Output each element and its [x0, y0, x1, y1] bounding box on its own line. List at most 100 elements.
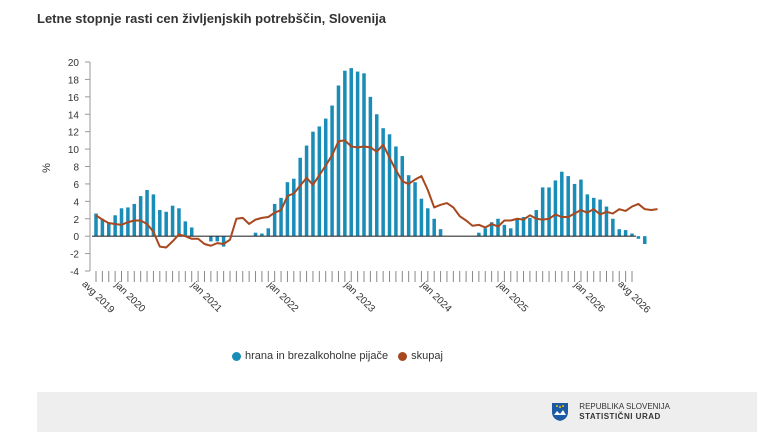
bar[interactable]: [426, 208, 430, 237]
bar[interactable]: [540, 187, 545, 237]
bar[interactable]: [355, 71, 360, 237]
bar[interactable]: [572, 183, 577, 237]
y-tick-label: 10: [68, 145, 80, 156]
legend-label-food: hrana in brezalkoholne pijače: [245, 350, 389, 362]
bar[interactable]: [260, 233, 264, 237]
bar[interactable]: [343, 70, 347, 237]
y-tick-label: 14: [68, 110, 80, 121]
bar[interactable]: [323, 118, 328, 237]
y-tick-label: 12: [68, 128, 80, 139]
bar[interactable]: [623, 230, 628, 237]
x-tick-label: jan 2021: [188, 279, 224, 315]
bar[interactable]: [598, 199, 602, 237]
bar[interactable]: [630, 233, 634, 237]
bar[interactable]: [438, 229, 443, 237]
bar[interactable]: [177, 208, 181, 237]
bar[interactable]: [298, 157, 302, 237]
bar[interactable]: [317, 126, 322, 237]
y-tick-label: 16: [68, 93, 80, 104]
y-tick-label: 4: [73, 197, 79, 208]
x-tick-label: jan 2020: [112, 279, 148, 315]
bar[interactable]: [304, 145, 309, 237]
bar[interactable]: [119, 208, 124, 237]
x-tick-label: jan 2024: [418, 279, 454, 315]
bar[interactable]: [368, 96, 373, 237]
bar[interactable]: [419, 198, 424, 237]
bar[interactable]: [534, 210, 539, 237]
bar[interactable]: [170, 205, 175, 237]
bar[interactable]: [285, 182, 290, 237]
bar-series: [94, 68, 647, 247]
legend-item-total[interactable]: skupaj: [398, 350, 443, 362]
bar[interactable]: [362, 73, 366, 237]
bar[interactable]: [591, 197, 596, 237]
line-series: [95, 139, 658, 249]
bar[interactable]: [585, 194, 590, 237]
bar[interactable]: [145, 190, 149, 237]
bar[interactable]: [330, 105, 334, 237]
bar[interactable]: [113, 215, 117, 237]
bar[interactable]: [253, 232, 258, 237]
bar[interactable]: [547, 187, 551, 237]
bar[interactable]: [349, 68, 353, 237]
bar[interactable]: [336, 85, 341, 237]
bar[interactable]: [215, 236, 219, 242]
bar[interactable]: [553, 180, 558, 237]
x-axis-ticks: [95, 271, 633, 282]
x-tick-label: jan 2022: [265, 279, 301, 315]
y-tick-label: 20: [68, 58, 80, 69]
bar[interactable]: [400, 156, 405, 237]
bar[interactable]: [394, 146, 398, 237]
y-tick-label: 8: [73, 163, 79, 174]
bar[interactable]: [579, 179, 583, 237]
bar[interactable]: [509, 228, 513, 237]
bar[interactable]: [611, 218, 615, 237]
bar[interactable]: [107, 222, 111, 237]
bar[interactable]: [566, 176, 570, 237]
bar[interactable]: [221, 236, 226, 247]
bar[interactable]: [477, 232, 481, 237]
bar[interactable]: [381, 128, 385, 237]
bar[interactable]: [502, 224, 507, 237]
bar[interactable]: [138, 196, 143, 237]
bar[interactable]: [266, 228, 271, 237]
bar[interactable]: [483, 228, 487, 237]
bar[interactable]: [515, 218, 519, 237]
bar[interactable]: [636, 236, 641, 239]
x-tick-label: avg 2019: [79, 279, 116, 316]
x-tick-label: jan 2023: [341, 279, 377, 315]
bar[interactable]: [279, 197, 283, 237]
legend-label-total: skupaj: [411, 350, 443, 362]
bar[interactable]: [432, 218, 436, 237]
x-tick-label: jan 2026: [571, 279, 607, 315]
bar[interactable]: [375, 114, 379, 237]
bar[interactable]: [292, 178, 296, 237]
bar[interactable]: [94, 213, 98, 237]
bar[interactable]: [643, 236, 647, 245]
bar[interactable]: [489, 222, 494, 237]
legend-marker-food: [232, 351, 241, 361]
bar[interactable]: [272, 203, 277, 237]
bar[interactable]: [387, 134, 392, 237]
slovenia-coat-of-arms-icon: [552, 403, 569, 421]
logo-line-1: REPUBLIKA SLOVENIJA: [579, 402, 670, 411]
y-tick-label: 2: [73, 215, 79, 226]
bar[interactable]: [604, 206, 609, 237]
bar[interactable]: [560, 171, 564, 237]
bar[interactable]: [406, 175, 411, 237]
legend-marker-total: [398, 351, 408, 361]
bar[interactable]: [100, 218, 105, 237]
legend-item-food[interactable]: hrana in brezalkoholne pijače: [232, 350, 388, 362]
statistical-office-logo[interactable]: REPUBLIKA SLOVENIJA STATISTIČNI URAD: [551, 402, 670, 422]
bar[interactable]: [521, 217, 526, 237]
bar[interactable]: [151, 194, 156, 237]
bar[interactable]: [528, 217, 532, 237]
bar[interactable]: [189, 227, 194, 237]
bar[interactable]: [164, 211, 168, 237]
bar[interactable]: [209, 236, 213, 242]
bar[interactable]: [413, 182, 417, 237]
bar[interactable]: [183, 221, 188, 237]
bar[interactable]: [617, 229, 621, 237]
bar[interactable]: [158, 210, 162, 237]
